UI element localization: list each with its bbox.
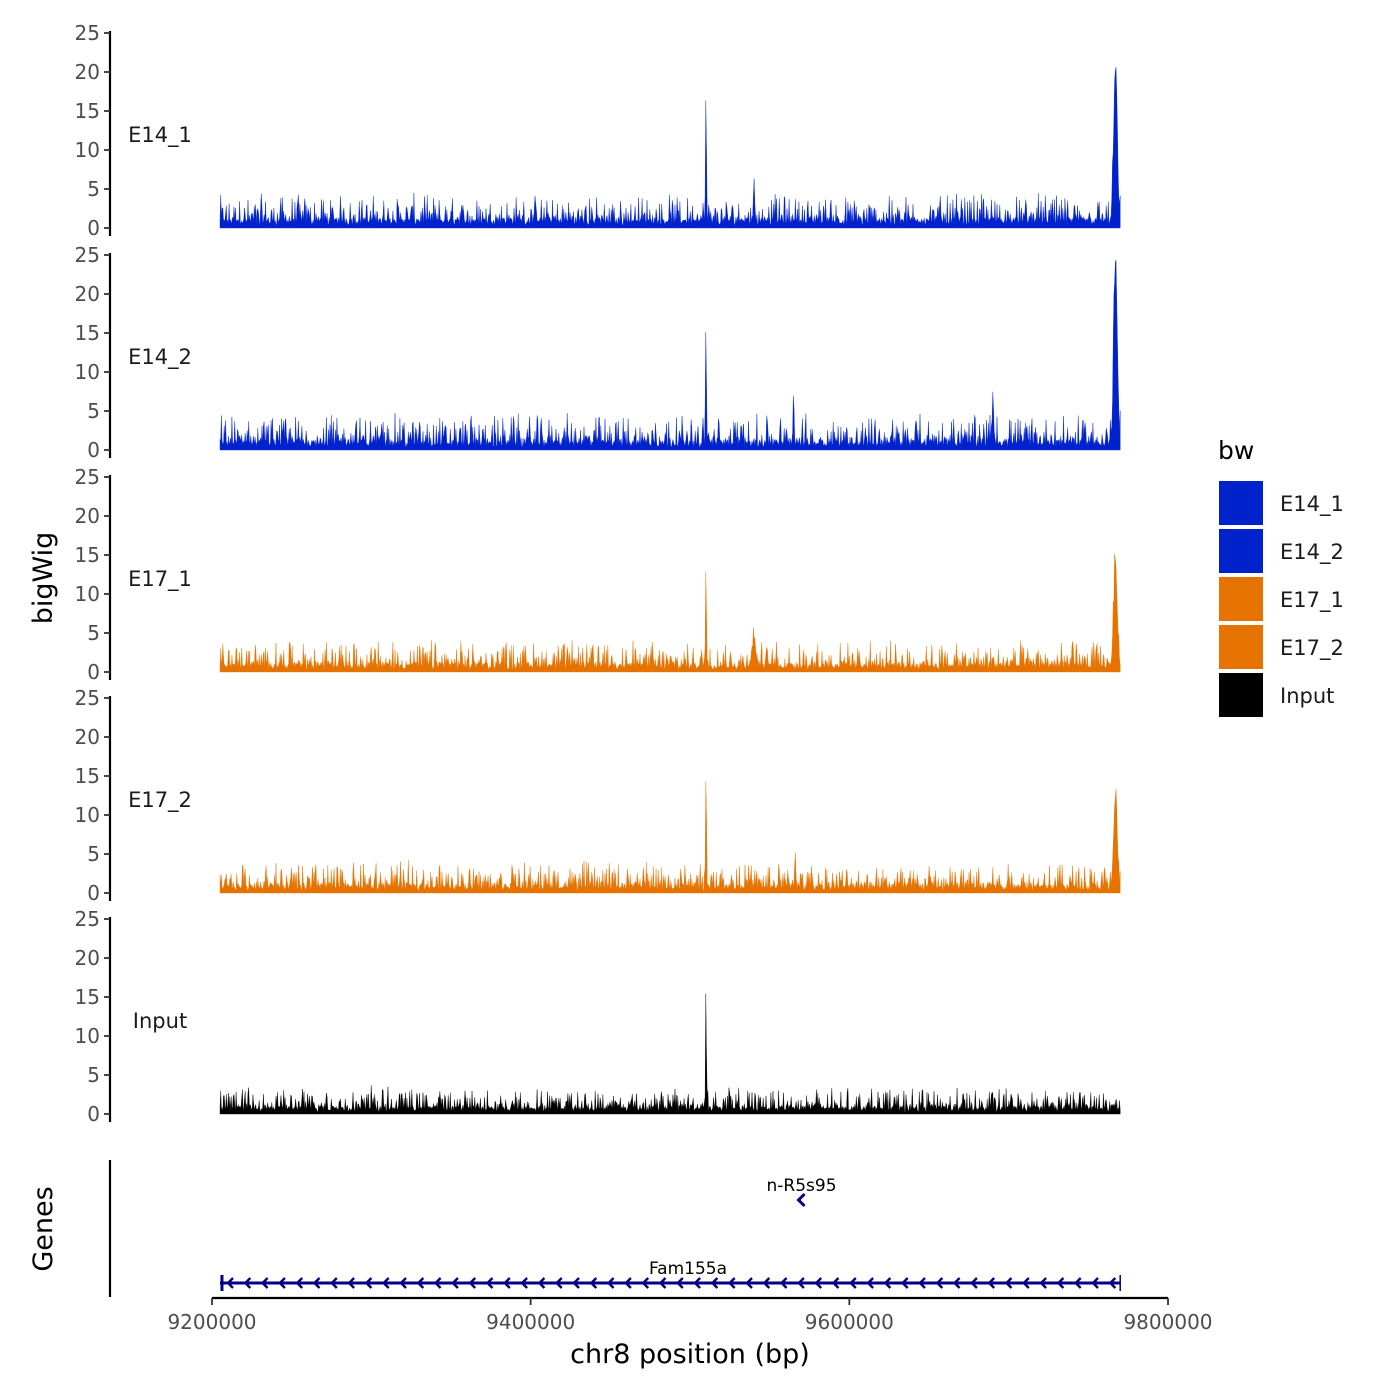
y-tick-label: 5 xyxy=(87,621,100,645)
y-tick-label: 10 xyxy=(75,360,100,384)
y-tick-label: 15 xyxy=(75,764,100,788)
y-tick-label: 0 xyxy=(87,660,100,684)
signal-area-E14_1 xyxy=(219,67,1121,229)
y-tick-label: 0 xyxy=(87,216,100,240)
y-tick-label: 0 xyxy=(87,881,100,905)
y-tick-label: 5 xyxy=(87,177,100,201)
legend-swatch-Input xyxy=(1219,673,1263,717)
track-label-E14_2: E14_2 xyxy=(128,345,192,370)
track-label-E17_1: E17_1 xyxy=(128,567,192,592)
y-tick-label: 20 xyxy=(75,60,100,84)
y-tick-label: 25 xyxy=(75,21,100,45)
y-tick-label: 5 xyxy=(87,1063,100,1087)
gene-strand-chevrons-Fam155a xyxy=(226,1277,1117,1289)
gene-label-n-R5s95: n-R5s95 xyxy=(767,1176,837,1196)
legend-swatch-E14_1 xyxy=(1219,481,1263,525)
x-tick-label: 9600000 xyxy=(805,1310,894,1334)
x-tick-label: 9400000 xyxy=(486,1310,575,1334)
legend-label-E14_1: E14_1 xyxy=(1280,492,1344,517)
y-tick-label: 10 xyxy=(75,582,100,606)
y-tick-label: 20 xyxy=(75,282,100,306)
y-tick-label: 15 xyxy=(75,99,100,123)
legend-label-E17_1: E17_1 xyxy=(1280,588,1344,613)
genes-axis-title: Genes xyxy=(28,1186,59,1271)
gene-Fam155a xyxy=(219,1275,1121,1291)
y-tick-label: 20 xyxy=(75,946,100,970)
y-tick-label: 15 xyxy=(75,543,100,567)
gene-label-Fam155a: Fam155a xyxy=(649,1259,727,1279)
legend-label-E17_2: E17_2 xyxy=(1280,636,1344,661)
y-tick-label: 10 xyxy=(75,1024,100,1048)
y-tick-label: 20 xyxy=(75,504,100,528)
track-label-Input: Input xyxy=(133,1009,187,1033)
y-tick-label: 25 xyxy=(75,243,100,267)
y-tick-label: 15 xyxy=(75,321,100,345)
y-tick-label: 25 xyxy=(75,907,100,931)
legend-swatch-E14_2 xyxy=(1219,529,1263,573)
x-tick-label: 9800000 xyxy=(1123,1310,1212,1334)
y-tick-label: 20 xyxy=(75,725,100,749)
y-tick-label: 25 xyxy=(75,686,100,710)
y-tick-label: 5 xyxy=(87,399,100,423)
track-label-E17_2: E17_2 xyxy=(128,788,192,813)
signal-area-Input xyxy=(219,993,1121,1115)
signal-area-E17_2 xyxy=(219,781,1121,894)
y-tick-label: 5 xyxy=(87,842,100,866)
legend-title: bw xyxy=(1218,436,1254,465)
y-tick-label: 10 xyxy=(75,138,100,162)
y-axis-title: bigWig xyxy=(28,532,59,625)
signal-area-E17_1 xyxy=(219,553,1121,673)
x-tick-label: 9200000 xyxy=(167,1310,256,1334)
y-tick-label: 10 xyxy=(75,803,100,827)
gene-n-R5s95 xyxy=(796,1192,806,1208)
legend-swatch-E17_2 xyxy=(1219,625,1263,669)
legend-swatch-E17_1 xyxy=(1219,577,1263,621)
gene-strand-chevrons-n-R5s95 xyxy=(796,1192,806,1208)
legend-label-E14_2: E14_2 xyxy=(1280,540,1344,565)
y-tick-label: 0 xyxy=(87,1102,100,1126)
legend-label-Input: Input xyxy=(1280,684,1334,708)
y-tick-label: 15 xyxy=(75,985,100,1009)
x-axis-title: chr8 position (bp) xyxy=(570,1339,810,1370)
track-label-E14_1: E14_1 xyxy=(128,123,192,148)
y-tick-label: 25 xyxy=(75,465,100,489)
y-tick-label: 0 xyxy=(87,438,100,462)
signal-area-E14_2 xyxy=(219,259,1121,451)
